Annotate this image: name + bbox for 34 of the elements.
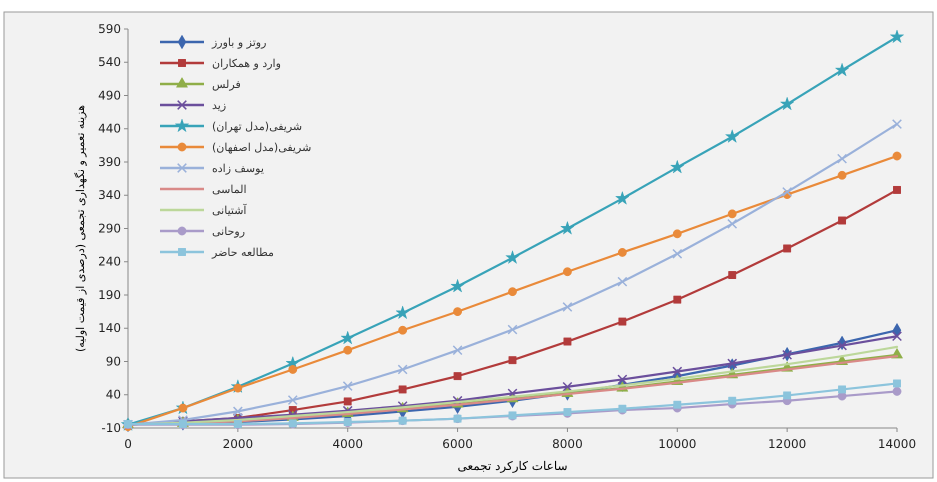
legend-label: مطالعه حاضر	[211, 246, 274, 259]
legend-label: فرلس	[212, 78, 241, 91]
x-tick-label: 10000	[658, 437, 696, 452]
legend-label: وارد و همکاران	[212, 57, 281, 70]
y-tick-label: 140	[98, 321, 121, 336]
x-tick-label: 14000	[878, 437, 916, 452]
y-tick-label: 190	[98, 288, 121, 302]
x-tick-label: 12000	[768, 437, 806, 452]
x-tick-label: 0	[124, 437, 132, 452]
y-tick-label: 240	[98, 254, 121, 269]
y-tick-label: -10	[101, 420, 121, 435]
y-tick-label: 540	[98, 55, 121, 70]
x-tick-label: 4000	[332, 437, 363, 452]
x-tick-label: 2000	[222, 437, 254, 452]
x-axis-title: ساعات کارکرد تجمعی	[457, 459, 568, 473]
y-tick-label: 440	[98, 122, 121, 136]
y-tick-label: 590	[98, 22, 121, 36]
y-tick-label: 90	[106, 354, 121, 368]
x-tick-label: 6000	[442, 437, 473, 452]
legend-label: شریفی(مدل تهران)	[212, 120, 302, 133]
y-axis-title: هزینه تعمیر و نگهداری تجمعی (درصدی از قیمت اولیه)	[74, 104, 87, 352]
y-tick-label: 390	[98, 154, 121, 169]
x-tick-label: 8000	[552, 437, 583, 452]
legend-label: روحانی	[212, 225, 246, 238]
y-tick-label: 490	[98, 88, 121, 102]
legend-label: الماسی	[212, 183, 247, 196]
legend-label: زید	[212, 99, 226, 112]
y-tick-label: 340	[98, 188, 121, 202]
y-tick-label: 40	[106, 388, 121, 402]
legend-label: روتز و باورز	[211, 36, 266, 49]
legend-label: شریفی(مدل اصفهان)	[212, 141, 312, 154]
legend-label: یوسف زاده	[212, 162, 264, 175]
legend-label: آشتیانی	[212, 203, 248, 217]
y-tick-label: 290	[98, 221, 121, 236]
